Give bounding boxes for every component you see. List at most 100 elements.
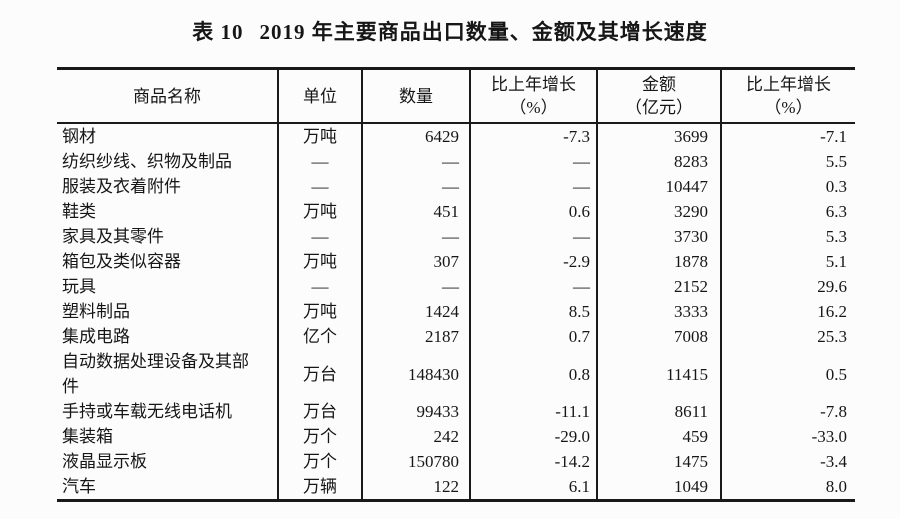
header-row: 商品名称 单位 数量 比上年增长 （%） 金额 （亿元） 比上年增长 （%） [57,68,855,124]
cell-name: 手持或车载无线电话机 [62,402,232,421]
cell-qty_growth: -14.2 [469,449,597,474]
cell-name: 集成电路 [62,327,130,346]
column-header-line: 比上年增长 [491,75,576,94]
cell-unit: 万吨 [277,123,362,149]
cell-unit: — [277,149,362,174]
cell-unit: 万辆 [277,474,362,501]
table-row: 家具及其零件 — — —3730 5.3 [57,224,855,249]
column-header-amt_growth: 比上年增长 （%） [720,68,855,124]
cell-amount: 11415 [596,349,721,399]
cell-qty_growth: -2.9 [469,249,597,274]
cell-qty_growth: -7.3 [469,123,597,149]
column-header-quantity: 数量 [361,68,470,124]
cell-amt_growth: 8.0 [720,474,855,501]
cell-amount: 10447 [596,174,721,199]
table-title: 表 10 2019 年主要商品出口数量、金额及其增长速度 [0,0,900,46]
cell-amt_growth: 5.3 [720,224,855,249]
cell-name: 钢材 [62,127,96,146]
cell-qty_growth: — [469,174,597,199]
export-stats-table: 商品名称 单位 数量 比上年增长 （%） 金额 （亿元） 比上年增长 （%） 钢材 万吨 6429-… [57,67,855,502]
table-row: 纺织纱线、织物及制品 — — —8283 5.5 [57,149,855,174]
cell-amt_growth: 6.3 [720,199,855,224]
cell-qty_growth: 0.6 [469,199,597,224]
cell-amount: 3699 [596,123,721,149]
cell-amount: 3333 [596,299,721,324]
cell-qty_growth: — [469,274,597,299]
cell-unit: 万吨 [277,199,362,224]
cell-quantity: 150780 [361,449,470,474]
cell-amt_growth: 29.6 [720,274,855,299]
cell-unit: 万个 [277,424,362,449]
cell-amount: 3730 [596,224,721,249]
cell-amount: 1475 [596,449,721,474]
cell-amount: 459 [596,424,721,449]
cell-amount: 8611 [596,399,721,424]
cell-qty_growth: 6.1 [469,474,597,501]
cell-name: 箱包及类似容器 [62,252,181,271]
cell-name: 自动数据处理设备及其部件 [62,352,249,396]
column-header-line: 商品名称 [133,86,201,106]
column-header-qty_growth: 比上年增长 （%） [469,68,597,124]
column-header-line: 比上年增长 [746,75,831,94]
table-row: 汽车 万辆 122 6.1 1049 8.0 [57,474,855,501]
cell-amt_growth: -7.8 [720,399,855,424]
table-body: 钢材 万吨 6429 -7.3 3699 -7.1 纺织纱线、织物及制品 — — —8283 5.5… [57,123,855,501]
column-header-line: 单位 [303,86,337,106]
cell-name: 塑料制品 [62,302,130,321]
cell-quantity: 99433 [361,399,470,424]
cell-quantity: — [361,149,470,174]
table-row: 集成电路 亿个 2187 0.7 7008 25.3 [57,324,855,349]
table-number: 表 10 [192,20,244,44]
table-row: 箱包及类似容器 万吨 307 -2.9 1878 5.1 [57,249,855,274]
cell-amount: 3290 [596,199,721,224]
cell-name: 汽车 [62,477,96,496]
cell-quantity: 122 [361,474,470,501]
column-header-line: 数量 [399,86,433,106]
table-row: 集装箱 万个 242 -29.0 459 -33.0 [57,424,855,449]
cell-amt_growth: -3.4 [720,449,855,474]
cell-qty_growth: — [469,224,597,249]
column-header-line: （%） [509,98,558,117]
cell-qty_growth: -29.0 [469,424,597,449]
cell-quantity: 1424 [361,299,470,324]
cell-quantity: 148430 [361,349,470,399]
cell-name: 集装箱 [62,427,113,446]
table-row: 液晶显示板 万个 150780 -14.2 1475 -3.4 [57,449,855,474]
cell-quantity: — [361,274,470,299]
cell-name: 家具及其零件 [62,227,164,246]
cell-unit: 万个 [277,449,362,474]
cell-qty_growth: 8.5 [469,299,597,324]
cell-amount: 1049 [596,474,721,501]
cell-unit: 万台 [277,399,362,424]
cell-amount: 7008 [596,324,721,349]
cell-quantity: 242 [361,424,470,449]
table-row: 塑料制品 万吨 1424 8.5 3333 16.2 [57,299,855,324]
column-header-line: 金额 [642,75,676,94]
cell-amount: 2152 [596,274,721,299]
cell-amount: 8283 [596,149,721,174]
cell-name: 玩具 [62,277,96,296]
cell-unit: — [277,224,362,249]
table-row: 玩具 — — —2152 29.6 [57,274,855,299]
cell-amt_growth: 0.5 [720,349,855,399]
cell-amt_growth: 0.3 [720,174,855,199]
cell-quantity: — [361,224,470,249]
cell-quantity: — [361,174,470,199]
cell-name: 液晶显示板 [62,452,147,471]
column-header-unit: 单位 [277,68,362,124]
cell-quantity: 2187 [361,324,470,349]
cell-qty_growth: 0.7 [469,324,597,349]
cell-amt_growth: -7.1 [720,123,855,149]
cell-amount: 1878 [596,249,721,274]
cell-unit: 亿个 [277,324,362,349]
cell-amt_growth: 5.1 [720,249,855,274]
cell-amt_growth: 16.2 [720,299,855,324]
column-header-line: （%） [764,98,813,117]
table-row: 手持或车载无线电话机 万台 99433 -11.1 8611 -7.8 [57,399,855,424]
cell-qty_growth: — [469,149,597,174]
table-row: 自动数据处理设备及其部件 万台 148430 0.8 11415 0.5 [57,349,855,399]
document-page: 表 10 2019 年主要商品出口数量、金额及其增长速度 商品名称 单位 数量 比上年增… [0,0,900,502]
table-header: 商品名称 单位 数量 比上年增长 （%） 金额 （亿元） 比上年增长 （%） [57,68,855,124]
cell-quantity: 307 [361,249,470,274]
cell-name: 纺织纱线、织物及制品 [62,152,232,171]
